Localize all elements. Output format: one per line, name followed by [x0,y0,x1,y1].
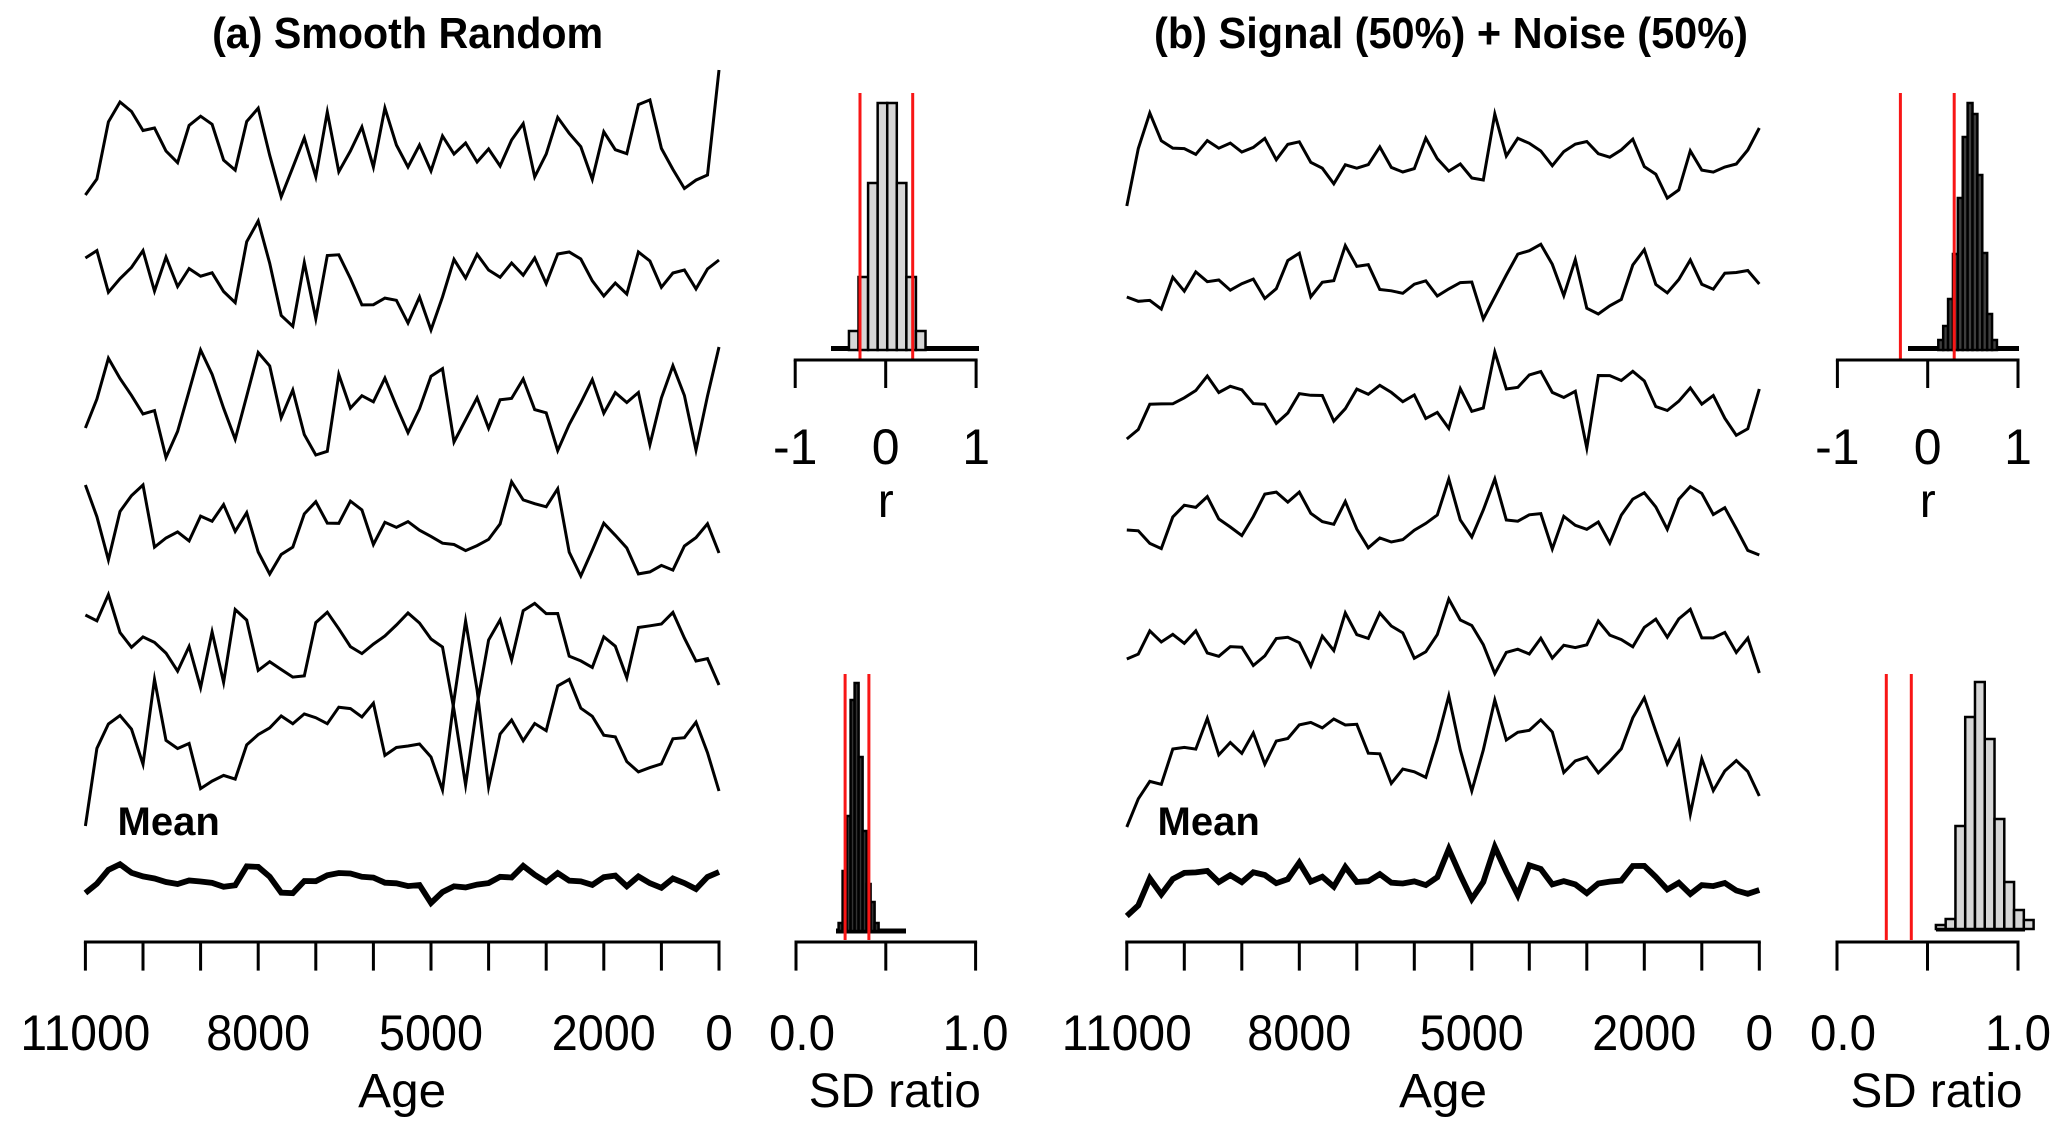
svg-text:0: 0 [872,419,900,475]
svg-text:2000: 2000 [552,1005,656,1061]
svg-text:0: 0 [1745,1005,1773,1061]
svg-text:r: r [878,475,894,528]
svg-text:-1: -1 [1815,419,1859,475]
svg-text:1.0: 1.0 [1985,1005,2051,1061]
svg-text:1.0: 1.0 [943,1005,1009,1061]
svg-text:(a) Smooth Random: (a) Smooth Random [212,9,603,58]
svg-text:-1: -1 [773,419,817,475]
svg-text:r: r [1920,475,1936,528]
svg-text:(b) Signal (50%) + Noise (50%): (b) Signal (50%) + Noise (50%) [1154,9,1748,58]
svg-text:1: 1 [962,419,990,475]
svg-text:0: 0 [705,1005,733,1061]
svg-text:Age: Age [358,1065,446,1118]
svg-text:8000: 8000 [206,1005,310,1061]
svg-text:SD ratio: SD ratio [809,1065,981,1118]
svg-text:11000: 11000 [1062,1005,1192,1061]
svg-text:8000: 8000 [1247,1005,1351,1061]
svg-text:Mean: Mean [1158,800,1260,844]
svg-text:5000: 5000 [1420,1005,1524,1061]
svg-text:Age: Age [1399,1065,1487,1118]
svg-text:0: 0 [1914,419,1942,475]
svg-text:0.0: 0.0 [769,1005,835,1061]
svg-text:11000: 11000 [20,1005,150,1061]
svg-text:2000: 2000 [1592,1005,1696,1061]
svg-text:5000: 5000 [379,1005,483,1061]
svg-text:Mean: Mean [118,800,220,844]
svg-text:SD ratio: SD ratio [1851,1065,2023,1118]
svg-text:0.0: 0.0 [1810,1005,1876,1061]
svg-text:1: 1 [2004,419,2032,475]
